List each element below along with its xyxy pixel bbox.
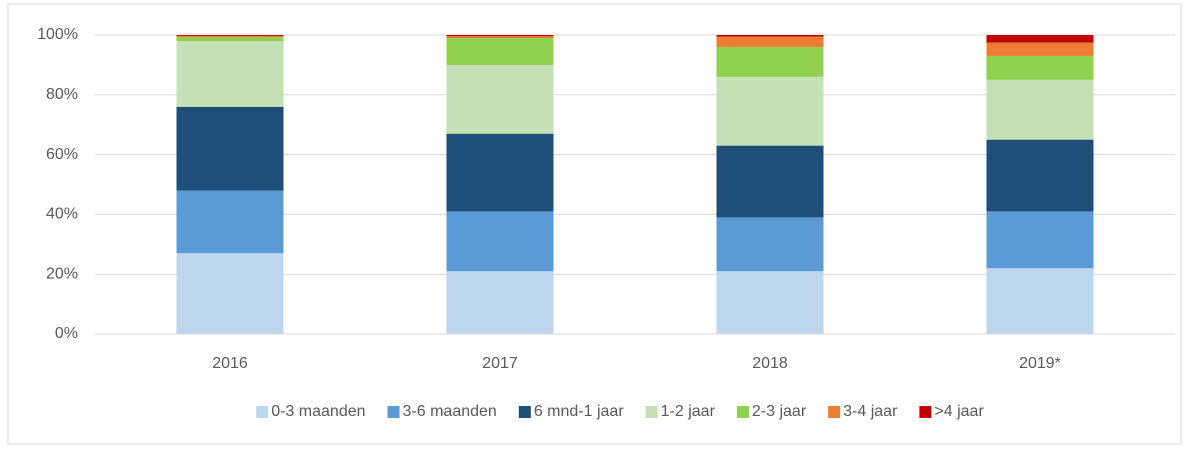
x-tick-label: 2019* <box>1019 355 1061 372</box>
legend-label: 2-3 jaar <box>752 403 807 420</box>
bar-segment <box>176 190 284 254</box>
legend-swatch <box>919 406 932 418</box>
legend: 0-3 maanden 3-6 maanden 6 mnd-1 jaar 1-2 ja… <box>256 403 984 420</box>
legend-label: 1-2 jaar <box>661 403 716 420</box>
bar-segment <box>986 42 1094 56</box>
bar-segment <box>176 106 284 191</box>
bar-segment <box>986 79 1094 140</box>
bar-segment <box>986 139 1094 212</box>
legend-swatch <box>518 406 531 418</box>
bar-segment <box>986 55 1094 80</box>
bar-segment <box>446 36 554 38</box>
bar-segment <box>716 76 824 146</box>
bar-segment <box>446 133 554 212</box>
legend-label: 6 mnd-1 jaar <box>534 403 624 420</box>
bar-segment <box>716 35 824 37</box>
bar-segment <box>986 268 1094 334</box>
y-tick-label: 60% <box>46 146 78 163</box>
x-tick-label: 2018 <box>752 355 788 372</box>
legend-swatch <box>256 406 269 418</box>
legend-label: 3-6 maanden <box>403 403 497 420</box>
legend-swatch <box>387 406 400 418</box>
bar-segment <box>716 36 824 47</box>
x-tick-label: 2016 <box>212 355 248 372</box>
legend-swatch <box>645 406 658 418</box>
bar-segment <box>176 40 284 107</box>
bar-segment <box>176 253 284 334</box>
bar-segment <box>176 35 284 36</box>
bar-segment <box>446 211 554 272</box>
legend-label: 0-3 maanden <box>271 403 365 420</box>
y-tick-label: 0% <box>55 325 78 342</box>
legend-label: >4 jaar <box>934 403 984 420</box>
bar-segment <box>716 217 824 272</box>
bar-segment <box>446 35 554 37</box>
bar-segment <box>446 37 554 65</box>
bar-segment <box>716 271 824 334</box>
y-tick-label: 100% <box>37 26 78 43</box>
bar-segment <box>446 64 554 134</box>
legend-swatch <box>736 406 749 418</box>
legend-swatch <box>828 406 841 418</box>
bar-segment <box>986 35 1094 43</box>
bar-segment <box>176 35 284 38</box>
x-tick-label: 2017 <box>482 355 518 372</box>
bar-segment <box>176 37 284 41</box>
y-tick-label: 80% <box>46 86 78 103</box>
bar-segment <box>716 46 824 77</box>
y-tick-label: 40% <box>46 206 78 223</box>
bar-segment <box>446 271 554 334</box>
legend-label: 3-4 jaar <box>843 403 898 420</box>
bar-segment <box>716 145 824 218</box>
y-tick-label: 20% <box>46 265 78 282</box>
bar-segment <box>986 211 1094 269</box>
